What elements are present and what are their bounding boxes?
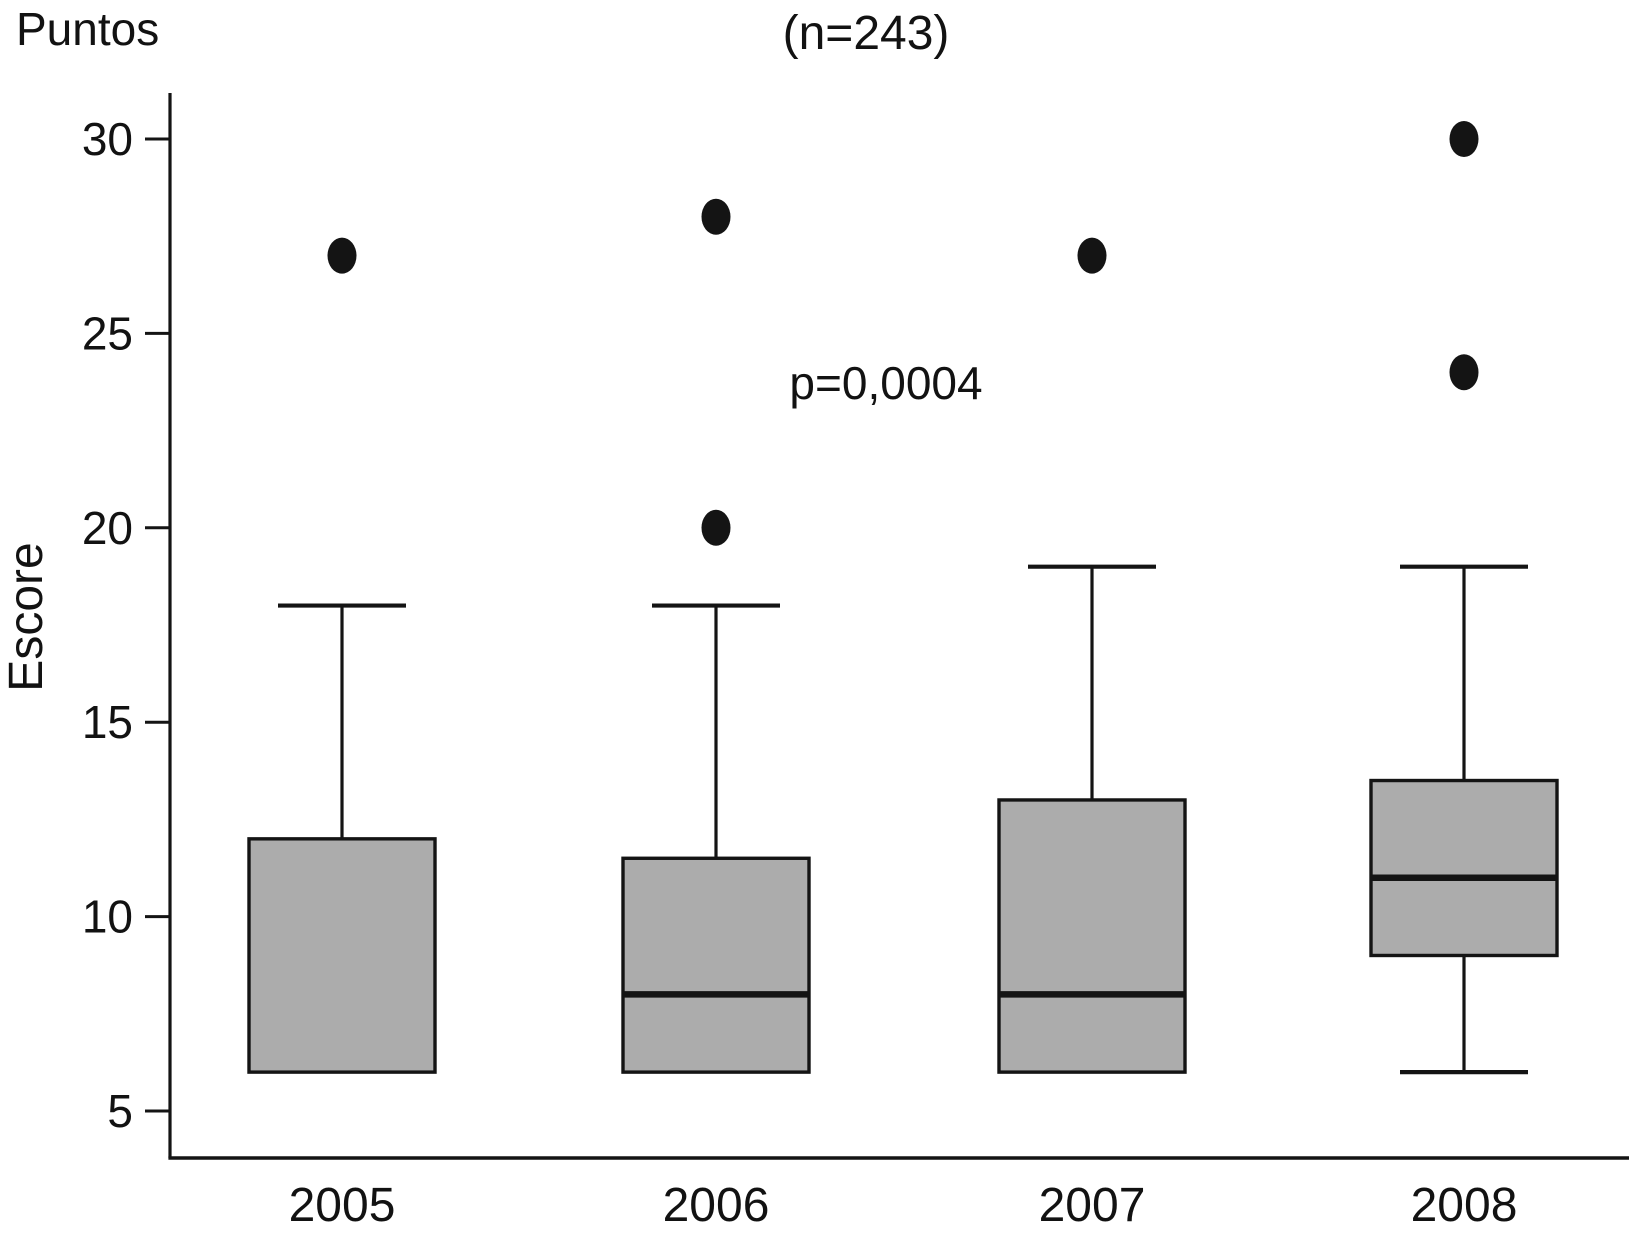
boxplot-2006-outlier-28 [701,198,731,235]
x-category-label-2005: 2005 [289,1179,396,1232]
y-tick-label-30: 30 [82,113,133,165]
boxplot-2008-outlier-30 [1449,121,1479,157]
chart-title: Puntos [16,3,160,55]
y-tick-label-15: 15 [82,696,133,748]
boxplot-2008-outlier-24 [1449,354,1479,391]
boxplot-2005-outlier-27 [327,237,357,274]
p-value-annotation: p=0,0004 [789,357,983,409]
x-category-label-2006: 2006 [663,1179,770,1232]
y-tick-label-5: 5 [107,1085,133,1137]
boxplot-2005-box [247,837,437,1074]
boxplot-2006-box [621,856,811,1074]
sample-size-label: (n=243) [782,7,950,60]
x-category-label-2008: 2008 [1411,1179,1518,1232]
y-tick-label-25: 25 [82,307,133,359]
x-category-label-2007: 2007 [1039,1179,1146,1232]
y-axis-title: Escore [0,542,53,692]
y-tick-label-20: 20 [82,502,133,554]
y-tick-label-10: 10 [82,891,133,943]
boxplot-2007-outlier-27 [1077,237,1107,274]
boxplot-2006-outlier-20 [701,509,731,546]
boxplot-2008-box [1369,778,1559,958]
boxplot-2007-box [997,798,1187,1074]
